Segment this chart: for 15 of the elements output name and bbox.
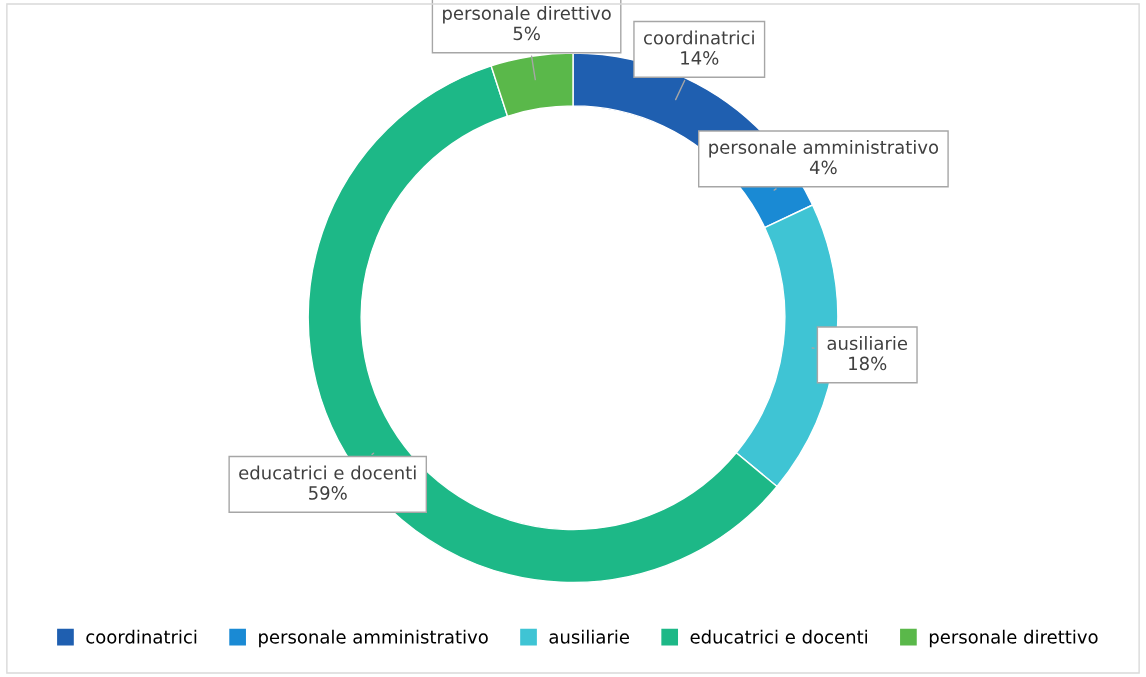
legend-label: ausiliarie <box>549 629 630 644</box>
legend-label: educatrici e docenti <box>690 629 867 644</box>
data-label: 4% <box>809 160 837 175</box>
data-label: 5% <box>513 26 540 41</box>
data-label: 59% <box>309 486 347 500</box>
legend-label: personale direttivo <box>929 629 1098 648</box>
legend-label: personale amministrativo <box>259 629 488 648</box>
slice-label: coordinatrici <box>643 30 754 45</box>
legend-label: coordinatrici <box>86 629 197 644</box>
slice-label: personale direttivo <box>443 5 611 24</box>
slice-label: educatrici e docenti <box>239 465 416 480</box>
slice-label: personale amministrativo <box>709 139 939 158</box>
slice-label: ausiliarie <box>827 336 908 351</box>
data-label: 14% <box>681 51 719 65</box>
data-label: 18% <box>849 356 887 371</box>
